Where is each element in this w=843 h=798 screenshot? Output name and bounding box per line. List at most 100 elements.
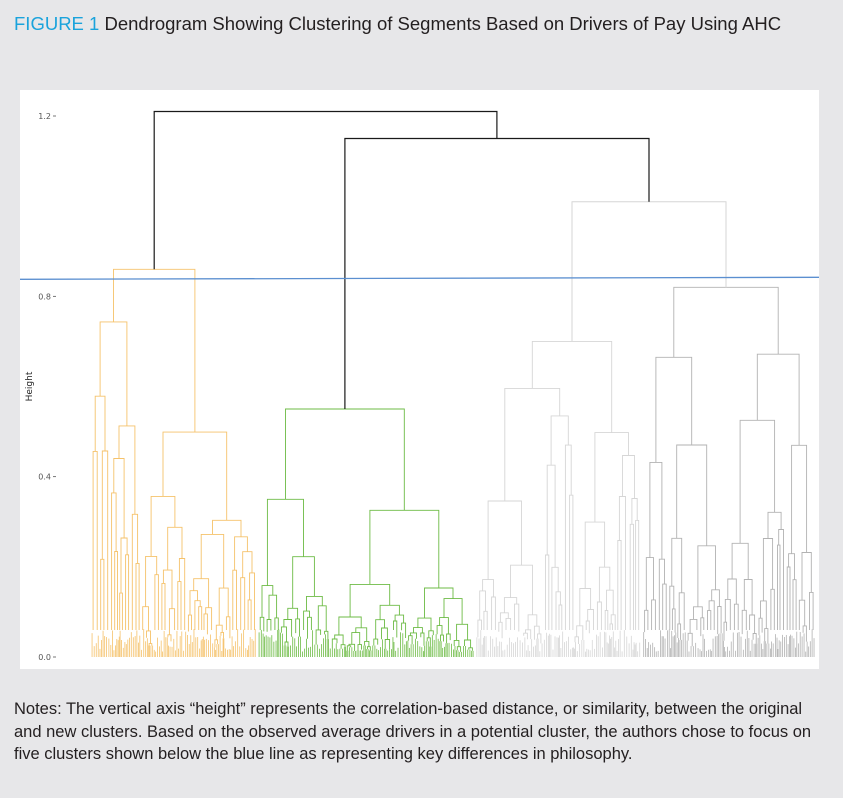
cluster-4-link: [733, 603, 739, 630]
cluster-4-link: [758, 617, 763, 636]
cluster-1-link: [205, 607, 213, 630]
cluster-4-link: [739, 419, 776, 544]
cluster-4-link: [658, 558, 665, 630]
cluster-1-link: [161, 582, 166, 630]
cluster-1-link: [249, 572, 255, 630]
cluster-3-link: [546, 464, 556, 568]
cluster-2-link: [355, 627, 368, 642]
dendrogram-chart: 0.0 0.4 0.8 1.2 Height: [20, 110, 819, 662]
cluster-4-link: [724, 598, 731, 630]
figure-label: FIGURE 1: [14, 13, 100, 34]
cluster-2-link: [351, 632, 361, 645]
cluster-1-link: [167, 526, 183, 571]
cluster-2-link: [349, 583, 391, 617]
cluster-3-link: [587, 609, 594, 630]
cluster-3-link: [510, 564, 533, 615]
cluster-2-link: [334, 634, 344, 645]
cluster-2-link: [315, 629, 322, 645]
cluster-3-link: [617, 540, 622, 630]
y-tick-label: 0.4: [38, 473, 51, 482]
cluster-1-link: [242, 551, 253, 578]
figure-notes: Notes: The vertical axis “height” repres…: [14, 700, 812, 763]
cluster-4-link: [651, 599, 656, 630]
cluster-4-link: [673, 286, 779, 358]
cluster-2-link: [357, 644, 362, 651]
cluster-3-link: [629, 523, 634, 630]
cluster-1-link: [100, 558, 105, 630]
cluster-1-link: [125, 554, 130, 630]
cluster-1-link: [225, 616, 231, 639]
cluster-1-link: [142, 606, 149, 631]
cluster-3-link: [604, 610, 609, 630]
cut-line: [20, 276, 819, 280]
cluster-2-link: [446, 633, 451, 644]
cluster-4-link: [655, 356, 693, 463]
cluster-3-link: [499, 612, 509, 623]
cluster-1-link: [168, 608, 176, 635]
cluster-3-link: [545, 554, 550, 630]
cluster-3-link: [527, 614, 538, 630]
cluster-3-link: [598, 566, 611, 602]
cluster-2-link: [259, 616, 265, 632]
cluster-4-link: [671, 608, 676, 633]
cluster-2-link: [456, 623, 469, 641]
cluster-3-link: [531, 340, 613, 433]
cluster-2-link: [295, 618, 300, 637]
cluster-3-link: [523, 632, 528, 640]
cluster-2-link: [261, 585, 274, 618]
figure-title-text: Dendrogram Showing Clustering of Segment…: [104, 13, 782, 34]
cluster-4-link: [645, 557, 654, 611]
figure-title: FIGURE 1 Dendrogram Showing Clustering o…: [14, 10, 814, 38]
y-tick-label: 0.8: [38, 292, 51, 301]
cluster-2-link: [317, 605, 327, 632]
cluster-2-link: [268, 594, 278, 620]
cluster-2-link: [266, 619, 272, 632]
merge-link-r1: [344, 137, 650, 409]
cluster-4-link: [649, 461, 663, 560]
cluster-1-link: [198, 606, 203, 630]
cluster-2-link: [468, 647, 473, 651]
cluster-2-link: [417, 617, 432, 631]
cluster-3-link: [618, 496, 626, 630]
cluster-1-link: [99, 321, 128, 426]
cluster-2-link: [375, 619, 385, 640]
cluster-1-link: [240, 577, 246, 630]
cluster-1-link: [234, 536, 248, 571]
cluster-4-link: [689, 618, 698, 634]
cluster-2-link: [408, 635, 413, 645]
cluster-4-link: [792, 579, 797, 630]
cluster-1-link: [203, 613, 208, 635]
y-tick-label: 1.2: [38, 112, 51, 121]
cluster-2-link: [424, 587, 454, 619]
cluster-4-link: [644, 609, 649, 633]
cluster-4-link: [711, 589, 720, 607]
cluster-4-link: [700, 617, 705, 637]
cluster-4-link: [809, 591, 814, 630]
cluster-4-link: [741, 609, 747, 635]
cluster-4-link: [727, 578, 737, 605]
cluster-4-link: [756, 353, 800, 446]
cluster-3-link: [514, 603, 520, 632]
cluster-3-link: [479, 590, 486, 621]
cluster-2-link: [283, 619, 293, 637]
cluster-1-link: [177, 581, 182, 630]
cluster-4-link: [749, 614, 756, 634]
cluster-1-link: [167, 634, 172, 642]
cluster-2-link: [440, 634, 444, 642]
cluster-4-link: [677, 623, 682, 640]
cluster-3-link: [596, 601, 602, 630]
cluster-3-link: [594, 432, 629, 523]
cluster-3-link: [533, 625, 540, 640]
cluster-1-link: [220, 631, 224, 639]
cluster-3-link: [585, 620, 590, 634]
cluster-3-link: [483, 610, 488, 630]
cluster-3-link: [487, 500, 522, 580]
cluster-3-link: [569, 494, 574, 630]
chart-panel: 0.0 0.4 0.8 1.2 Height: [20, 90, 819, 669]
cluster-2-link: [420, 632, 425, 646]
cluster-2-link: [346, 645, 352, 651]
cluster-4-link: [707, 610, 712, 630]
cluster-3-link: [576, 625, 584, 640]
cluster-3-link: [498, 621, 503, 639]
cluster-3-link: [491, 596, 496, 630]
